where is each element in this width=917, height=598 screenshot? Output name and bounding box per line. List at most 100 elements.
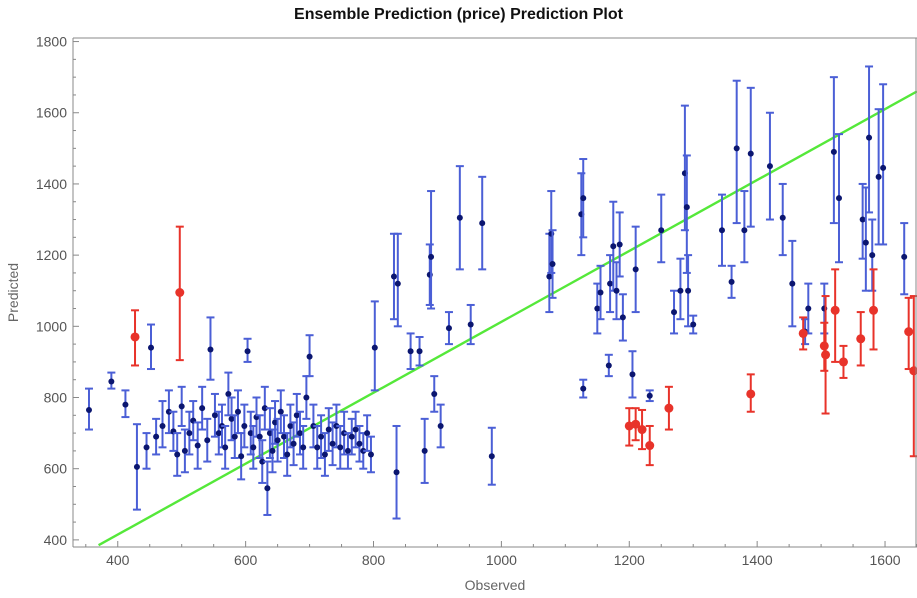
point-marker	[718, 227, 725, 234]
data-point	[203, 417, 212, 463]
outlier-point	[838, 344, 848, 379]
point-marker	[234, 408, 241, 415]
outlier-marker	[819, 341, 829, 351]
point-marker	[549, 261, 556, 268]
y-tick-label: 1800	[36, 34, 67, 50]
point-marker	[479, 220, 486, 227]
data-point	[548, 229, 557, 299]
outlier-point	[664, 385, 674, 431]
data-point	[313, 424, 322, 470]
data-point	[324, 407, 333, 452]
point-marker	[407, 348, 414, 355]
point-marker	[274, 437, 281, 444]
outlier-marker	[830, 305, 840, 315]
data-point	[874, 108, 883, 246]
point-marker	[186, 430, 193, 437]
point-marker	[805, 305, 812, 312]
x-tick-label: 1000	[486, 552, 517, 568]
point-marker	[348, 433, 355, 440]
data-point	[487, 426, 496, 486]
point-marker	[580, 195, 587, 202]
point-marker	[300, 444, 307, 451]
point-marker	[204, 437, 211, 444]
x-axis-label: Observed	[465, 577, 526, 593]
data-point	[466, 303, 475, 346]
point-marker	[261, 405, 268, 412]
point-marker	[337, 444, 344, 451]
point-marker	[199, 405, 206, 412]
point-marker	[830, 148, 837, 155]
point-marker	[296, 430, 303, 437]
point-marker	[862, 239, 869, 246]
point-marker	[364, 430, 371, 437]
point-marker	[122, 401, 129, 408]
data-point	[158, 400, 167, 449]
point-marker	[488, 453, 495, 460]
point-marker	[901, 253, 908, 260]
data-point	[596, 264, 605, 321]
point-marker	[629, 371, 636, 378]
point-marker	[632, 266, 639, 273]
data-point	[237, 432, 246, 481]
data-point	[240, 403, 249, 449]
data-point	[604, 353, 613, 378]
data-point	[221, 424, 230, 470]
point-marker	[880, 164, 887, 171]
data-point	[425, 243, 434, 306]
data-point	[370, 300, 379, 392]
point-marker	[390, 273, 397, 280]
data-point	[283, 432, 292, 477]
data-point	[684, 254, 693, 328]
data-point	[193, 421, 202, 470]
data-point	[657, 193, 666, 264]
x-tick-label: 400	[106, 552, 130, 568]
data-point	[260, 385, 269, 431]
data-point	[351, 410, 360, 449]
data-point	[271, 400, 280, 445]
point-marker	[225, 390, 232, 397]
point-marker	[619, 314, 626, 321]
point-marker	[437, 422, 444, 429]
data-point	[363, 414, 372, 452]
y-tick-label: 800	[44, 390, 68, 406]
outlier-point	[130, 309, 140, 367]
point-marker	[290, 440, 297, 447]
data-point	[406, 332, 415, 371]
point-marker	[238, 453, 245, 460]
point-marker	[264, 485, 271, 492]
data-point	[427, 190, 436, 310]
point-marker	[269, 447, 276, 454]
data-point	[295, 410, 304, 456]
point-marker	[215, 430, 222, 437]
outlier-point	[909, 295, 917, 458]
data-point	[631, 225, 640, 314]
point-marker	[789, 280, 796, 287]
outlier-point	[798, 316, 808, 351]
point-marker	[306, 353, 313, 360]
data-point	[299, 424, 308, 470]
data-point	[142, 432, 151, 470]
outlier-point	[821, 295, 831, 415]
outlier-point	[856, 311, 866, 367]
outlier-marker	[838, 357, 848, 367]
point-marker	[728, 278, 735, 285]
reference-line-group	[97, 90, 917, 547]
data-point	[717, 193, 726, 267]
point-marker	[143, 444, 150, 451]
point-marker	[445, 325, 452, 332]
point-marker	[231, 433, 238, 440]
point-marker	[247, 430, 254, 437]
outlier-point	[631, 407, 641, 442]
x-tick-label: 1600	[869, 552, 900, 568]
data-point	[444, 311, 453, 346]
data-point	[169, 410, 178, 452]
point-marker	[303, 394, 310, 401]
outlier-point	[869, 268, 879, 351]
data-point	[173, 432, 182, 477]
point-marker	[356, 440, 363, 447]
point-marker	[293, 412, 300, 419]
outlier-point	[830, 268, 840, 363]
data-point	[746, 86, 755, 228]
outlier-marker	[664, 403, 674, 413]
data-point	[289, 421, 298, 467]
